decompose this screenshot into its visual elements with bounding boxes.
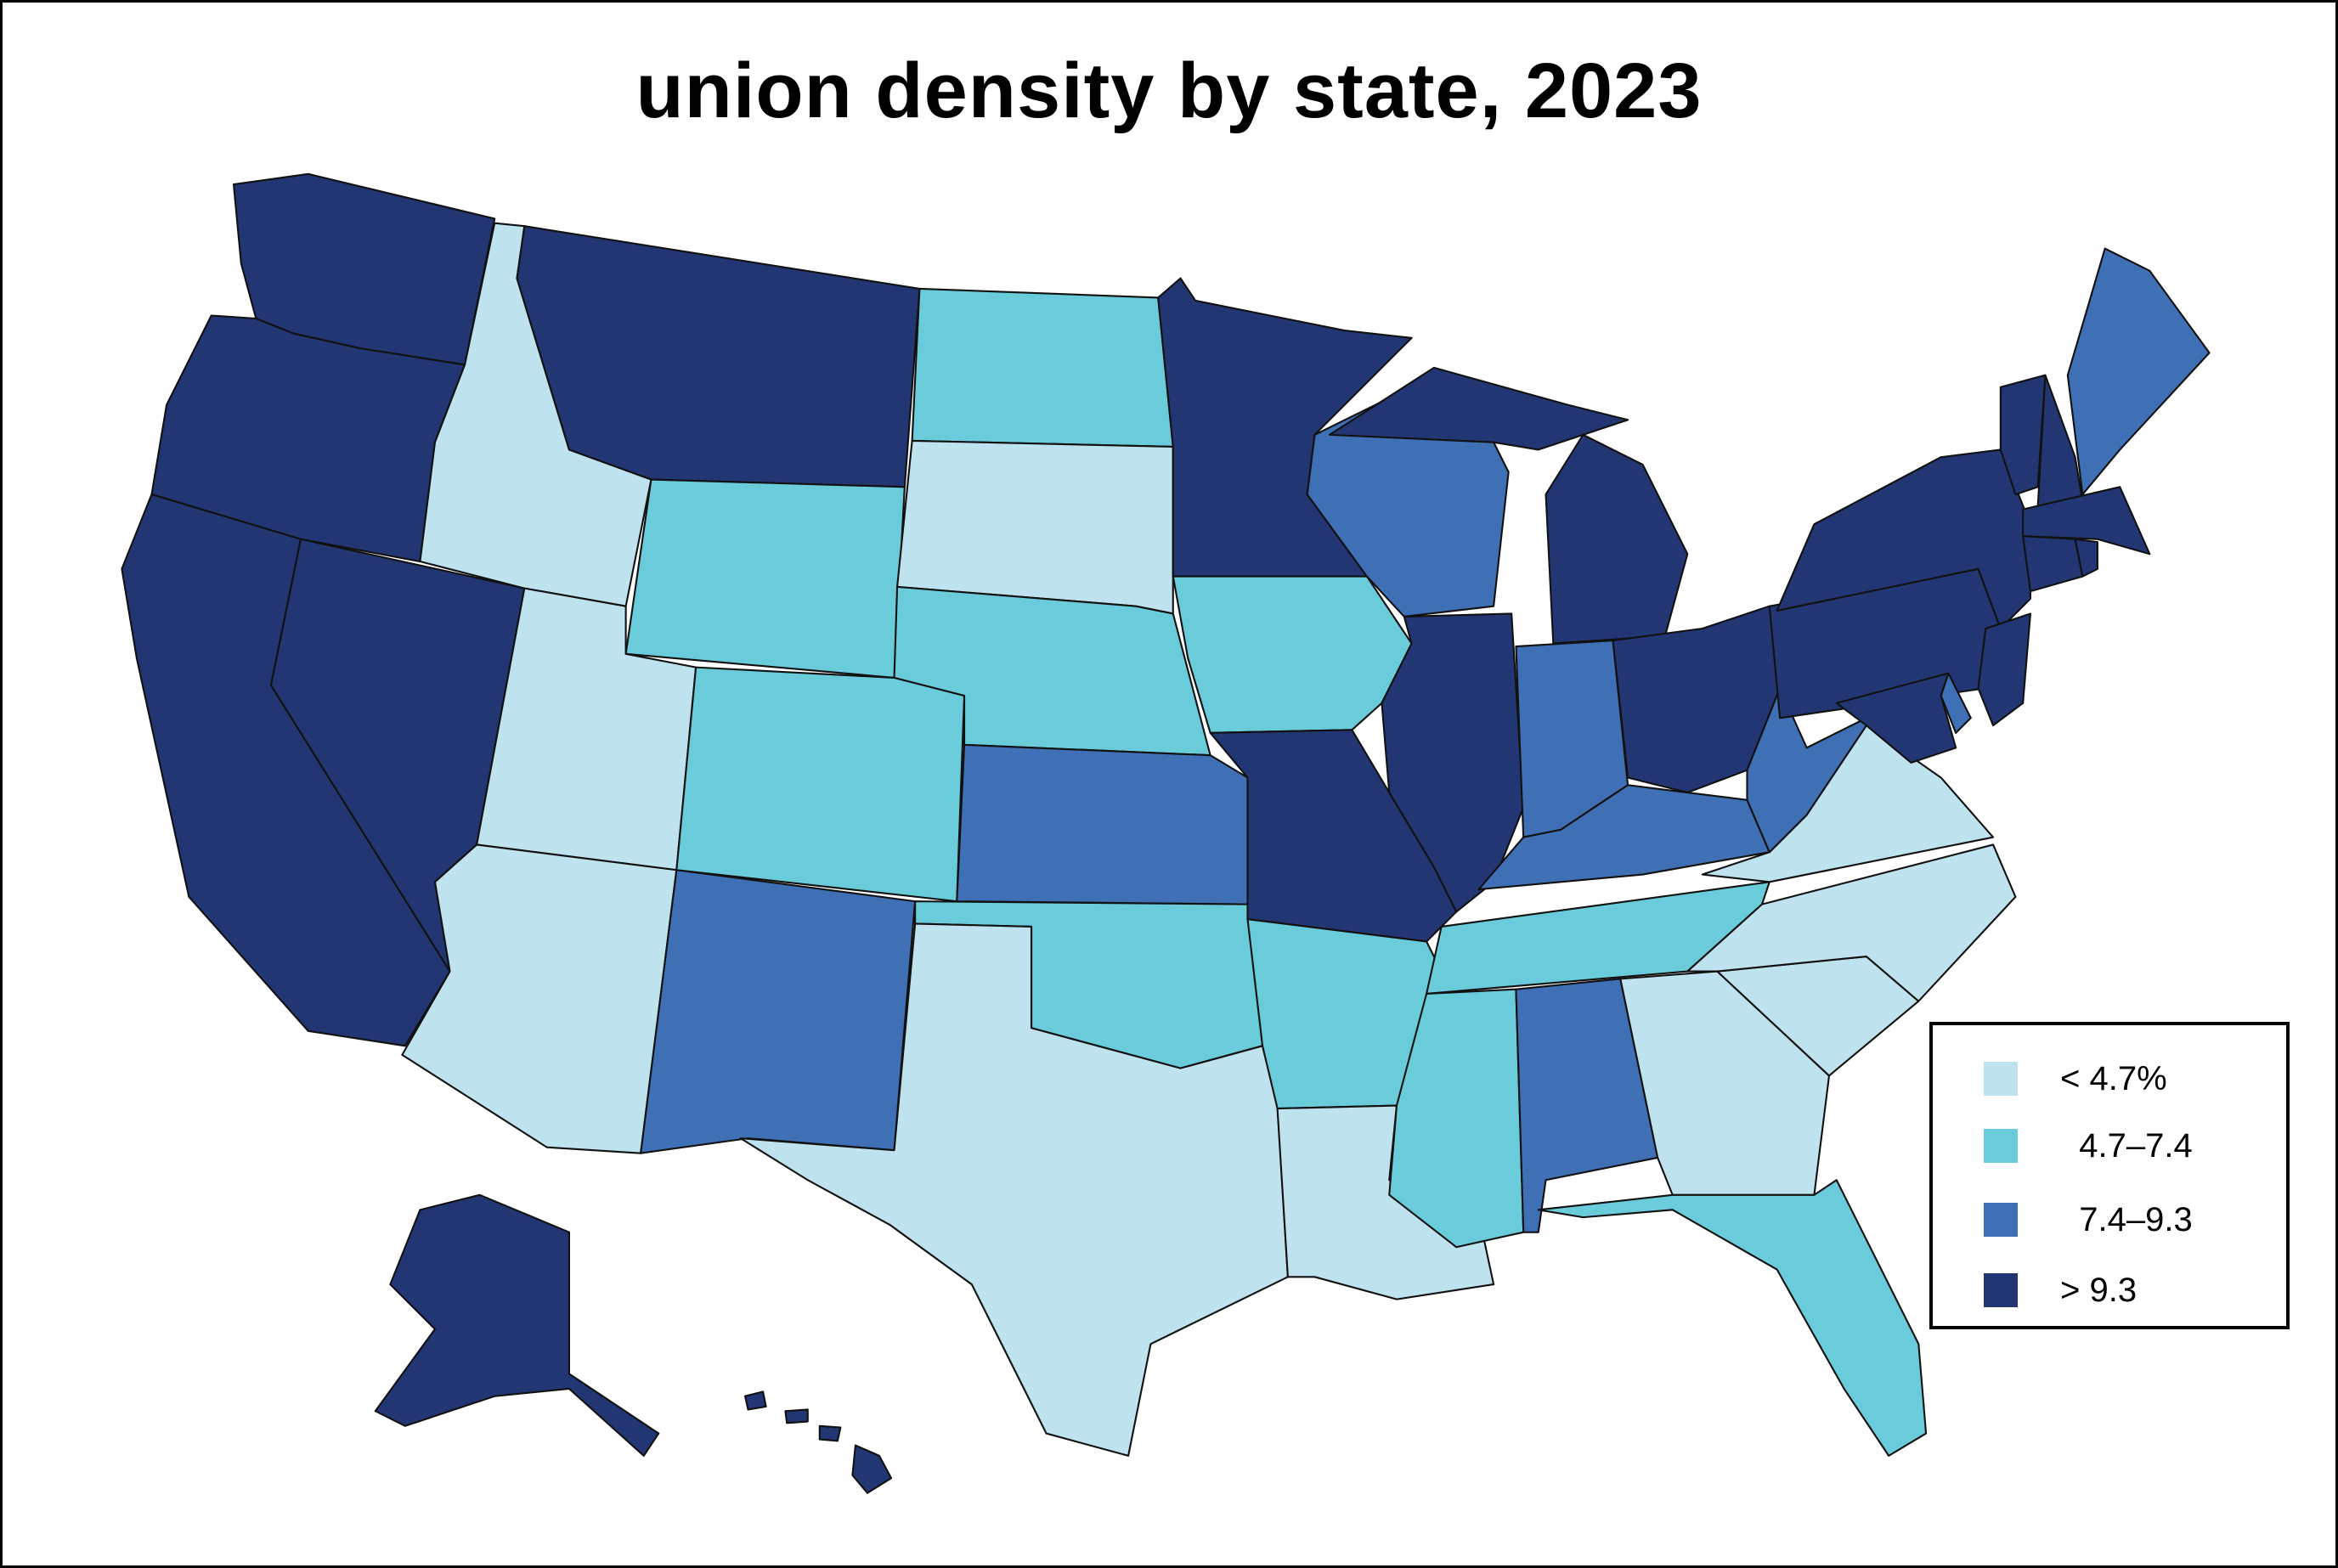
- state-ri: [2074, 538, 2098, 578]
- legend-swatch: [1984, 1062, 2018, 1096]
- state-ky: [1477, 784, 1770, 891]
- legend-label: > 9.3: [2060, 1271, 2138, 1309]
- legend-item: 7.4–9.3: [1984, 1200, 2193, 1238]
- state-mn: [1157, 277, 1413, 578]
- state-nj: [1977, 612, 2031, 727]
- state-vt: [1999, 374, 2047, 496]
- legend-item: 4.7–7.4: [1984, 1126, 2193, 1165]
- state-tx: [739, 922, 1289, 1457]
- state-fl: [1537, 1179, 1928, 1457]
- state-ks: [956, 743, 1249, 905]
- state-ia: [1172, 575, 1413, 734]
- state-nd: [911, 287, 1174, 448]
- map-title: union density by state, 2023: [635, 48, 1703, 134]
- legend-item: < 4.7%: [1984, 1059, 2167, 1097]
- legend-label: 4.7–7.4: [2060, 1126, 2193, 1165]
- state-az: [401, 843, 678, 1154]
- legend: < 4.7% 4.7–7.4 7.4–9.3 > 9.3: [1929, 1022, 2290, 1329]
- us-choropleth-map: [121, 172, 2211, 1494]
- state-ak: [374, 1193, 660, 1457]
- state-sd: [896, 439, 1174, 615]
- state-nc: [1686, 843, 2017, 1002]
- state-me: [2066, 247, 2211, 496]
- legend-swatch: [1984, 1273, 2018, 1307]
- legend-label: < 4.7%: [2060, 1059, 2167, 1097]
- state-mt: [516, 225, 921, 488]
- state-nm: [640, 869, 917, 1154]
- state-il: [1381, 612, 1525, 913]
- legend-swatch: [1984, 1129, 2018, 1163]
- legend-swatch: [1984, 1203, 2018, 1237]
- legend-label: 7.4–9.3: [2060, 1200, 2193, 1238]
- legend-item: > 9.3: [1984, 1271, 2138, 1309]
- state-co: [675, 666, 966, 903]
- state-md: [1835, 672, 1957, 764]
- state-ct: [2022, 535, 2084, 593]
- state-hi: [743, 1390, 893, 1494]
- state-wy: [624, 478, 906, 679]
